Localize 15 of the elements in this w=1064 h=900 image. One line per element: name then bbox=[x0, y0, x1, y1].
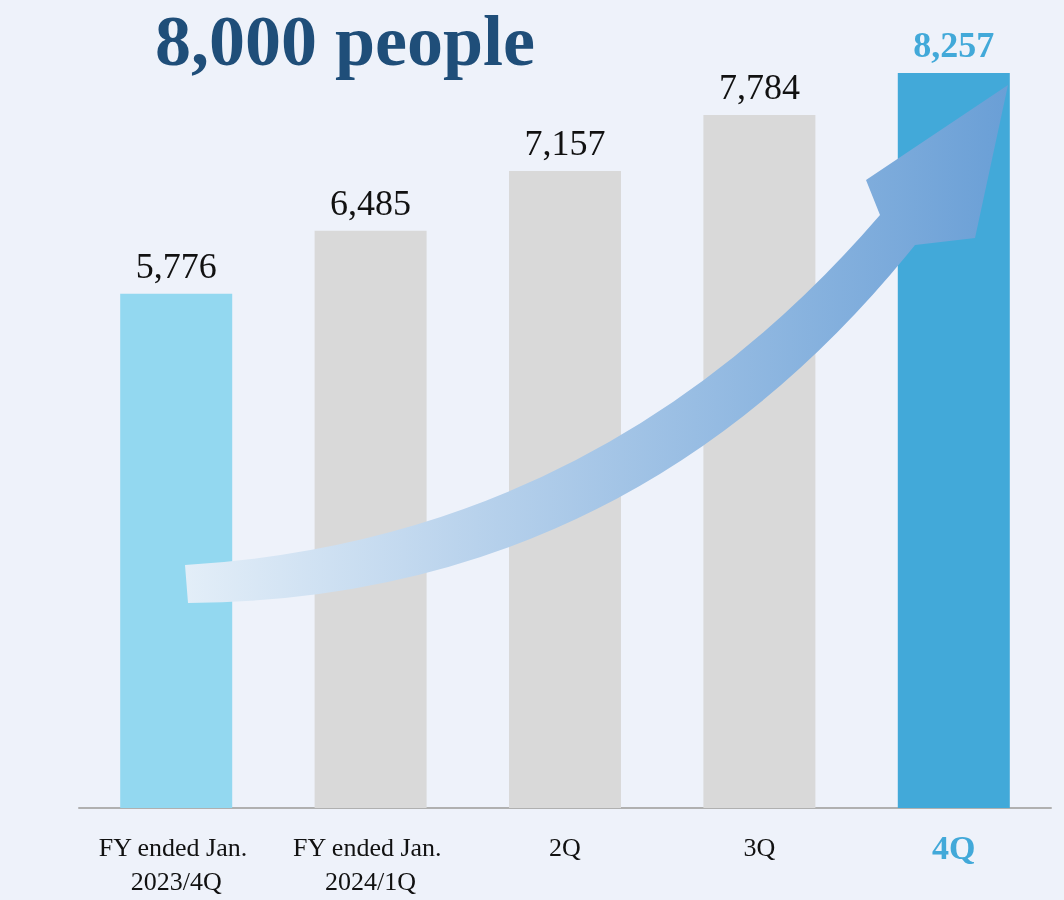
x-tick-label: 3Q bbox=[743, 832, 776, 862]
data-label: 6,485 bbox=[330, 182, 412, 223]
bar bbox=[509, 170, 621, 808]
chart-title: 8,000 people bbox=[155, 1, 536, 81]
bar bbox=[703, 115, 816, 808]
x-tick-label: FY ended Jan. 2024/1Q bbox=[293, 832, 449, 896]
x-tick-label: 4Q bbox=[932, 828, 976, 866]
data-label: 5,776 bbox=[135, 245, 217, 286]
bar bbox=[120, 293, 233, 808]
x-tick-label: FY ended Jan. 2023/4Q bbox=[98, 832, 254, 896]
bar bbox=[314, 230, 427, 808]
x-tick-label: 2Q bbox=[549, 832, 582, 862]
data-label: 8,257 bbox=[913, 25, 995, 65]
data-label: 7,784 bbox=[718, 67, 800, 108]
data-label: 7,157 bbox=[524, 122, 606, 163]
